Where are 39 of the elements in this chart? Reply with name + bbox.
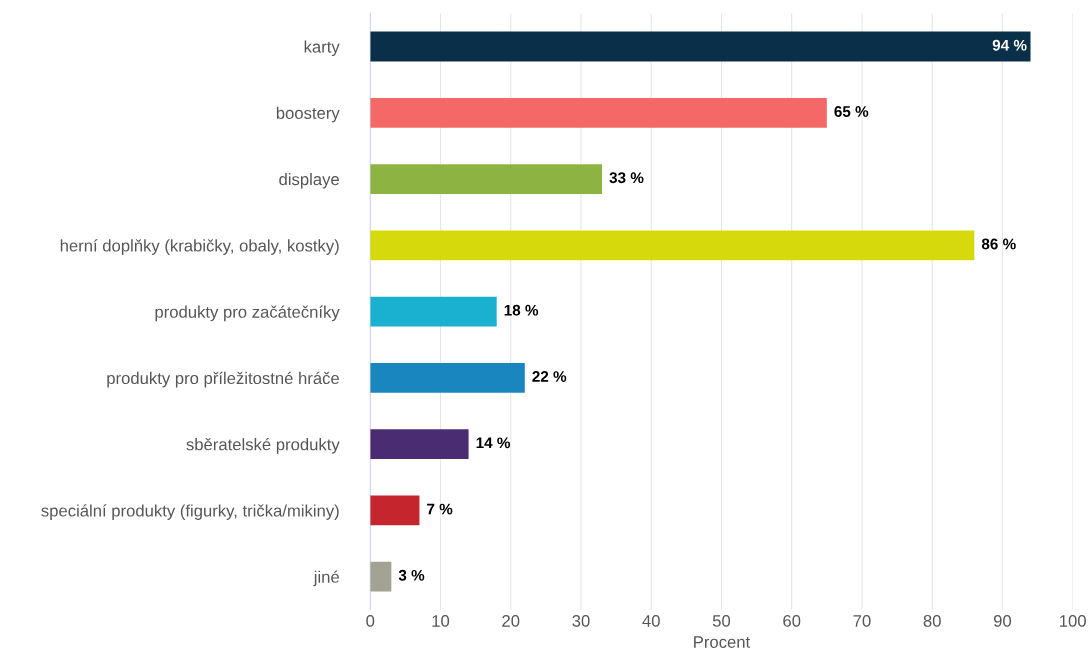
y-tick-label: jiné xyxy=(313,570,339,587)
y-tick-label: produkty pro příležitostné hráče xyxy=(107,371,339,388)
bar xyxy=(370,230,975,261)
bar xyxy=(370,164,603,194)
bar xyxy=(370,362,525,393)
x-axis-title: Procent xyxy=(694,636,751,648)
bar xyxy=(370,31,1031,62)
x-tick-label: 70 xyxy=(853,615,871,627)
bar xyxy=(370,97,827,128)
x-tick-label: 60 xyxy=(783,615,801,627)
y-tick-label: boostery xyxy=(276,106,340,123)
data-label: 65 % xyxy=(834,106,869,117)
data-label: 22 % xyxy=(532,371,567,382)
y-tick-label: produkty pro začátečníky xyxy=(155,305,340,322)
data-label: 7 % xyxy=(427,503,453,515)
data-label: 86 % xyxy=(981,238,1016,250)
bar xyxy=(370,495,420,526)
x-tick-label: 0 xyxy=(366,615,375,627)
x-tick-label: 30 xyxy=(572,615,590,627)
data-label: 94 % xyxy=(992,39,1027,51)
y-tick-label: sběratelské produkty xyxy=(186,437,340,454)
y-tick-label: speciální produkty (figurky, trička/mikiny) xyxy=(41,504,339,520)
x-tick-label: 20 xyxy=(502,615,520,627)
bar xyxy=(370,561,392,592)
data-label: 3 % xyxy=(398,569,425,581)
x-tick-label: 90 xyxy=(993,615,1012,627)
data-label: 14 % xyxy=(476,437,511,449)
data-label: 18 % xyxy=(504,304,539,316)
x-tick-label: 80 xyxy=(923,615,941,627)
x-tick-label: 10 xyxy=(432,615,450,627)
x-tick-label: 40 xyxy=(642,615,660,627)
data-label: 33 % xyxy=(609,172,644,184)
bar xyxy=(370,296,497,327)
x-tick-label: 50 xyxy=(712,615,731,627)
y-tick-label: karty xyxy=(304,40,340,57)
y-tick-label: displaye xyxy=(279,173,339,189)
bar xyxy=(370,429,469,459)
y-tick-label: herní doplňky (krabičky, obaly, kostky) xyxy=(60,239,339,255)
x-tick-label: 100 xyxy=(1060,615,1086,627)
